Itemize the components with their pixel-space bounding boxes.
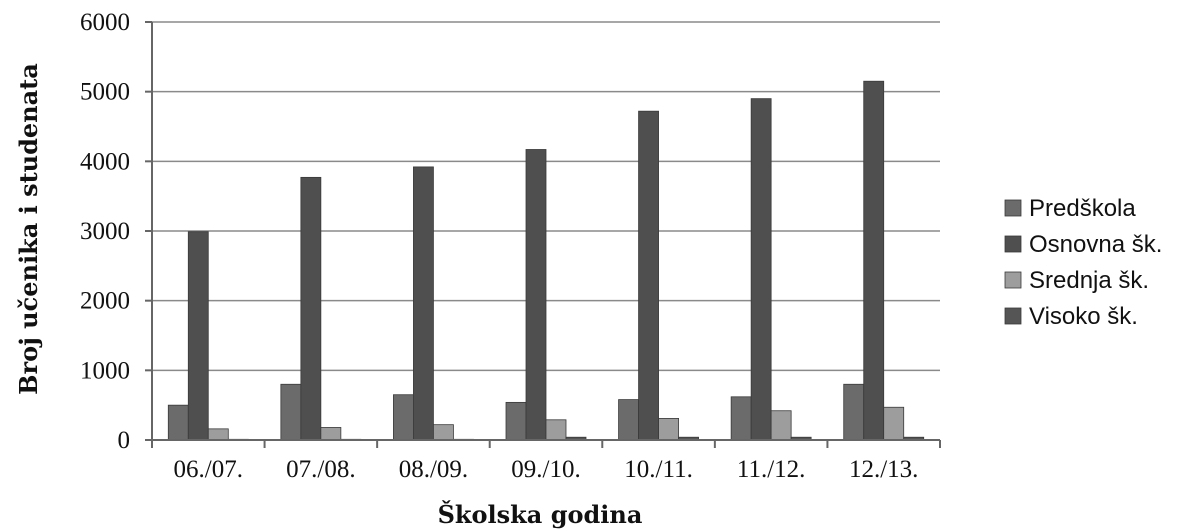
x-tick-label: 10./11. <box>624 456 693 483</box>
bar <box>187 231 209 441</box>
bar <box>638 110 659 441</box>
x-tick-label: 11./12. <box>737 456 806 483</box>
bar <box>843 383 865 441</box>
y-tick-label: 3000 <box>80 218 130 245</box>
bar <box>750 98 772 441</box>
y-tick-label: 1000 <box>80 357 130 384</box>
y-tick-label: 5000 <box>80 79 130 106</box>
axes <box>145 21 941 448</box>
bar <box>770 410 792 441</box>
y-tick-label: 2000 <box>80 288 130 315</box>
bar <box>433 424 454 441</box>
x-axis-title: Školska godina <box>438 500 643 529</box>
tick-labels: 0 1000 2000 3000 4000 5000 6000 06./07. 07./08. 0… <box>80 9 918 483</box>
x-tick-label: 12./13. <box>849 456 918 483</box>
legend-swatch <box>1004 271 1022 289</box>
x-tick-label: 09./10. <box>511 456 580 483</box>
legend-label: Visoko šk. <box>1029 303 1138 330</box>
y-tick-label: 0 <box>118 427 131 454</box>
bar <box>280 383 302 441</box>
bar <box>505 401 527 441</box>
bar <box>618 399 639 441</box>
x-tick-label: 08./09. <box>399 456 468 483</box>
legend-swatch <box>1004 307 1022 325</box>
bar <box>300 176 322 441</box>
y-tick-label: 4000 <box>80 148 130 175</box>
bar <box>658 418 679 441</box>
bar <box>863 80 885 441</box>
legend-swatch <box>1004 235 1022 253</box>
bar <box>545 419 567 441</box>
bar <box>320 427 342 441</box>
bar <box>393 394 414 441</box>
y-tick-label: 6000 <box>80 9 130 36</box>
legend-label: Osnovna šk. <box>1029 231 1162 258</box>
bars <box>167 80 925 441</box>
bar <box>730 396 752 441</box>
y-axis-title: Broj učenika i studenata <box>14 63 43 395</box>
bar <box>207 428 229 441</box>
bar <box>413 166 434 441</box>
bar <box>167 404 189 441</box>
legend-label: Predškola <box>1029 195 1136 222</box>
legend-swatch <box>1004 199 1022 217</box>
bar <box>883 406 905 441</box>
legend: Predškola Osnovna šk. Srednja šk. Visoko šk… <box>1004 195 1162 330</box>
x-tick-label: 06./07. <box>174 456 243 483</box>
legend-label: Srednja šk. <box>1029 267 1149 294</box>
x-tick-label: 07./08. <box>286 456 355 483</box>
bar <box>525 149 547 441</box>
